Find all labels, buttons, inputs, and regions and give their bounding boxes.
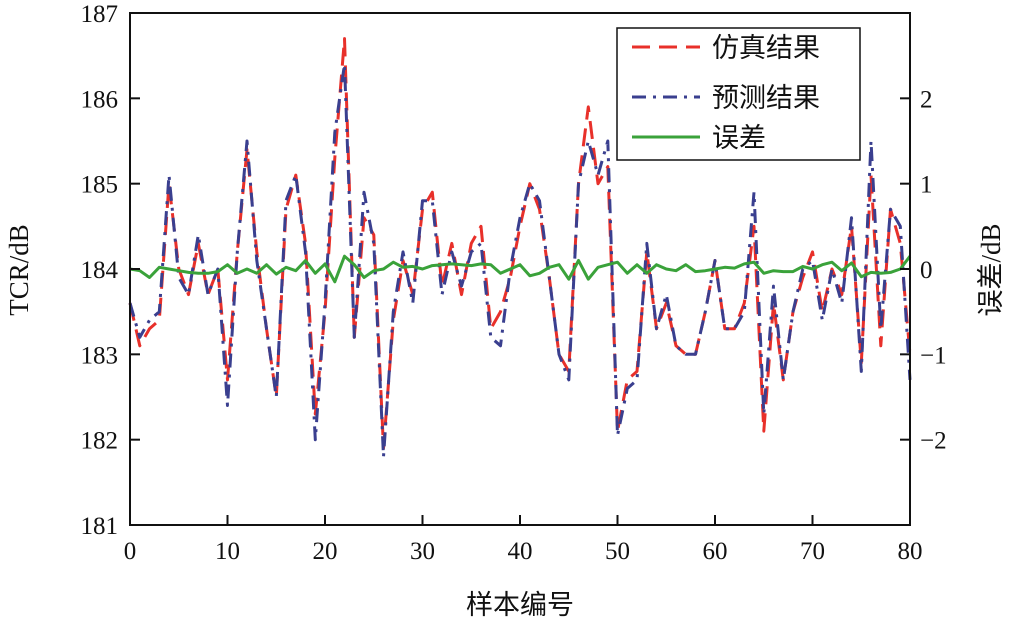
legend-label-pred: 预测结果	[712, 83, 820, 114]
series-line-2	[129, 254, 912, 284]
x-tick-label: 70	[800, 538, 825, 565]
x-tick-label: 10	[215, 538, 240, 565]
legend-label-sim: 仿真结果	[712, 33, 820, 64]
x-tick-label: 0	[124, 538, 137, 565]
series-line-1	[128, 62, 912, 459]
y2-tick-label: 2	[920, 86, 933, 113]
y-tick-label: 184	[81, 257, 119, 284]
y-tick-label: 182	[81, 428, 119, 455]
legend: 仿真结果 预测结果 误差	[616, 27, 861, 161]
x-tick-label: 30	[410, 538, 435, 565]
x-tick-label: 50	[605, 538, 630, 565]
legend-label-error: 误差	[712, 123, 766, 154]
y2-tick-label: −1	[920, 342, 947, 369]
x-tick-label: 60	[703, 538, 728, 565]
y-tick-label: 181	[81, 513, 119, 540]
y2-tick-label: 1	[920, 172, 933, 199]
y2-tick-label: −2	[920, 428, 947, 455]
y-tick-label: 183	[81, 342, 119, 369]
y2-axis-label: 误差/dB	[976, 223, 1006, 316]
x-tick-label: 20	[313, 538, 338, 565]
y-tick-label: 185	[81, 172, 119, 199]
y-tick-label: 187	[81, 1, 119, 28]
ticks-layer: 0 10 20 30 40 50 60 70 80181182183184185186187−2…	[81, 1, 947, 565]
y2-tick-label: 0	[920, 257, 933, 284]
x-tick-label: 40	[508, 538, 533, 565]
y-tick-label: 186	[81, 86, 119, 113]
x-axis-label: 样本编号	[466, 590, 574, 620]
x-tick-label: 80	[898, 538, 923, 565]
y-axis-label: TCR/dB	[4, 224, 34, 316]
series-layer	[128, 37, 912, 459]
